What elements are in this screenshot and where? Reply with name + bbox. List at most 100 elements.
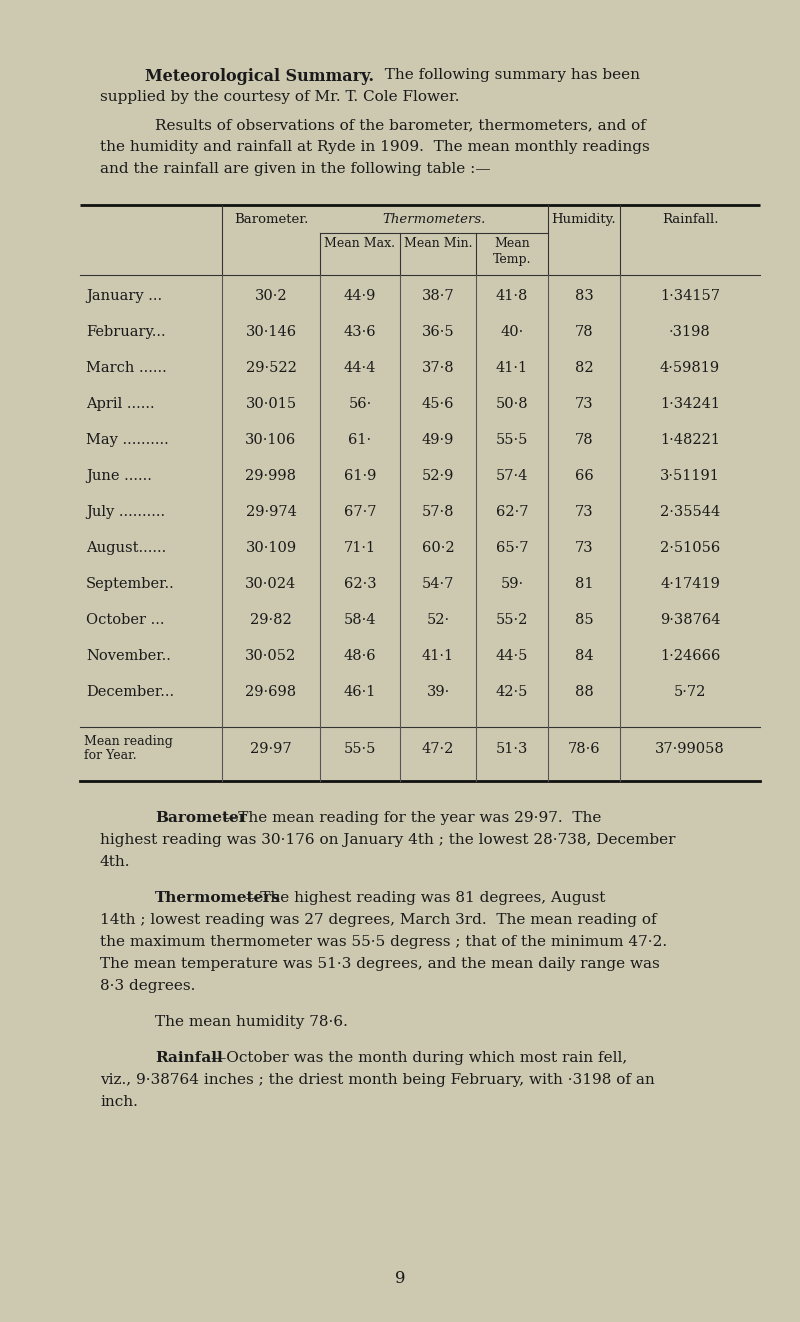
Text: February...: February... xyxy=(86,325,166,338)
Text: 29·97: 29·97 xyxy=(250,742,292,756)
Text: for Year.: for Year. xyxy=(84,750,137,761)
Text: 41·8: 41·8 xyxy=(496,290,528,303)
Text: 85: 85 xyxy=(574,613,594,627)
Text: November..: November.. xyxy=(86,649,171,664)
Text: 2·51056: 2·51056 xyxy=(660,541,720,555)
Text: Results of observations of the barometer, thermometers, and of: Results of observations of the barometer… xyxy=(155,118,646,132)
Text: May ..........: May .......... xyxy=(86,434,169,447)
Text: 44·4: 44·4 xyxy=(344,361,376,375)
Text: 29·82: 29·82 xyxy=(250,613,292,627)
Text: October ...: October ... xyxy=(86,613,165,627)
Text: Thermometers: Thermometers xyxy=(155,891,281,906)
Text: viz., 9·38764 inches ; the driest month being February, with ·3198 of an: viz., 9·38764 inches ; the driest month … xyxy=(100,1073,654,1087)
Text: 55·2: 55·2 xyxy=(496,613,528,627)
Text: 61·: 61· xyxy=(349,434,371,447)
Text: 55·5: 55·5 xyxy=(344,742,376,756)
Text: 71·1: 71·1 xyxy=(344,541,376,555)
Text: highest reading was 30·176 on January 4th ; the lowest 28·738, December: highest reading was 30·176 on January 4t… xyxy=(100,833,675,847)
Text: Mean
Temp.: Mean Temp. xyxy=(493,237,531,266)
Text: 42·5: 42·5 xyxy=(496,685,528,699)
Text: 29·998: 29·998 xyxy=(246,469,297,483)
Text: 49·9: 49·9 xyxy=(422,434,454,447)
Text: Meteorological Summary.: Meteorological Summary. xyxy=(145,67,374,85)
Text: 37·99058: 37·99058 xyxy=(655,742,725,756)
Text: 43·6: 43·6 xyxy=(344,325,376,338)
Text: 52·9: 52·9 xyxy=(422,469,454,483)
Text: July ..........: July .......... xyxy=(86,505,165,520)
Text: 39·: 39· xyxy=(426,685,450,699)
Text: 67·7: 67·7 xyxy=(344,505,376,520)
Text: 1·48221: 1·48221 xyxy=(660,434,720,447)
Text: inch.: inch. xyxy=(100,1095,138,1109)
Text: 84: 84 xyxy=(574,649,594,664)
Text: 78: 78 xyxy=(574,325,594,338)
Text: —October was the month during which most rain fell,: —October was the month during which most… xyxy=(211,1051,627,1066)
Text: 37·8: 37·8 xyxy=(422,361,454,375)
Text: and the rainfall are given in the following table :—: and the rainfall are given in the follow… xyxy=(100,163,490,176)
Text: 44·5: 44·5 xyxy=(496,649,528,664)
Text: 78: 78 xyxy=(574,434,594,447)
Text: 60·2: 60·2 xyxy=(422,541,454,555)
Text: 14th ; lowest reading was 27 degrees, March 3rd.  The mean reading of: 14th ; lowest reading was 27 degrees, Ma… xyxy=(100,914,657,927)
Text: 30·2: 30·2 xyxy=(254,290,287,303)
Text: 29·522: 29·522 xyxy=(246,361,297,375)
Text: June ......: June ...... xyxy=(86,469,152,483)
Text: 47·2: 47·2 xyxy=(422,742,454,756)
Text: 4·59819: 4·59819 xyxy=(660,361,720,375)
Text: 54·7: 54·7 xyxy=(422,576,454,591)
Text: 1·34241: 1·34241 xyxy=(660,397,720,411)
Text: 30·106: 30·106 xyxy=(246,434,297,447)
Text: 50·8: 50·8 xyxy=(496,397,528,411)
Text: —The highest reading was 81 degrees, August: —The highest reading was 81 degrees, Aug… xyxy=(245,891,606,906)
Text: Thermometers.: Thermometers. xyxy=(382,213,486,226)
Text: 9: 9 xyxy=(394,1270,406,1288)
Text: Barometer: Barometer xyxy=(155,810,246,825)
Text: 51·3: 51·3 xyxy=(496,742,528,756)
Text: Mean Min.: Mean Min. xyxy=(404,237,472,250)
Text: 58·4: 58·4 xyxy=(344,613,376,627)
Text: 29·698: 29·698 xyxy=(246,685,297,699)
Text: The following summary has been: The following summary has been xyxy=(375,67,640,82)
Text: 8·3 degrees.: 8·3 degrees. xyxy=(100,980,195,993)
Text: 36·5: 36·5 xyxy=(422,325,454,338)
Text: Rainfall.: Rainfall. xyxy=(662,213,718,226)
Text: Rainfall: Rainfall xyxy=(155,1051,222,1066)
Text: Mean reading: Mean reading xyxy=(84,735,173,748)
Text: 46·1: 46·1 xyxy=(344,685,376,699)
Text: 88: 88 xyxy=(574,685,594,699)
Text: 81: 81 xyxy=(574,576,594,591)
Text: 30·015: 30·015 xyxy=(246,397,297,411)
Text: 45·6: 45·6 xyxy=(422,397,454,411)
Text: 41·1: 41·1 xyxy=(422,649,454,664)
Text: 57·8: 57·8 xyxy=(422,505,454,520)
Text: the humidity and rainfall at Ryde in 1909.  The mean monthly readings: the humidity and rainfall at Ryde in 190… xyxy=(100,140,650,153)
Text: 2·35544: 2·35544 xyxy=(660,505,720,520)
Text: September..: September.. xyxy=(86,576,174,591)
Text: ·3198: ·3198 xyxy=(669,325,711,338)
Text: 57·4: 57·4 xyxy=(496,469,528,483)
Text: 41·1: 41·1 xyxy=(496,361,528,375)
Text: 56·: 56· xyxy=(348,397,372,411)
Text: 1·34157: 1·34157 xyxy=(660,290,720,303)
Text: 40·: 40· xyxy=(500,325,524,338)
Text: 9·38764: 9·38764 xyxy=(660,613,720,627)
Text: 30·052: 30·052 xyxy=(246,649,297,664)
Text: Barometer.: Barometer. xyxy=(234,213,308,226)
Text: January ...: January ... xyxy=(86,290,162,303)
Text: 61·9: 61·9 xyxy=(344,469,376,483)
Text: 38·7: 38·7 xyxy=(422,290,454,303)
Text: 3·51191: 3·51191 xyxy=(660,469,720,483)
Text: supplied by the courtesy of Mr. T. Cole Flower.: supplied by the courtesy of Mr. T. Cole … xyxy=(100,90,459,104)
Text: 59·: 59· xyxy=(501,576,523,591)
Text: The mean humidity 78·6.: The mean humidity 78·6. xyxy=(155,1015,348,1029)
Text: 73: 73 xyxy=(574,397,594,411)
Text: Mean Max.: Mean Max. xyxy=(325,237,395,250)
Text: 73: 73 xyxy=(574,541,594,555)
Text: December...: December... xyxy=(86,685,174,699)
Text: the maximum thermometer was 55·5 degress ; that of the minimum 47·2.: the maximum thermometer was 55·5 degress… xyxy=(100,935,667,949)
Text: 48·6: 48·6 xyxy=(344,649,376,664)
Text: Humidity.: Humidity. xyxy=(552,213,616,226)
Text: 1·24666: 1·24666 xyxy=(660,649,720,664)
Text: 55·5: 55·5 xyxy=(496,434,528,447)
Text: 4·17419: 4·17419 xyxy=(660,576,720,591)
